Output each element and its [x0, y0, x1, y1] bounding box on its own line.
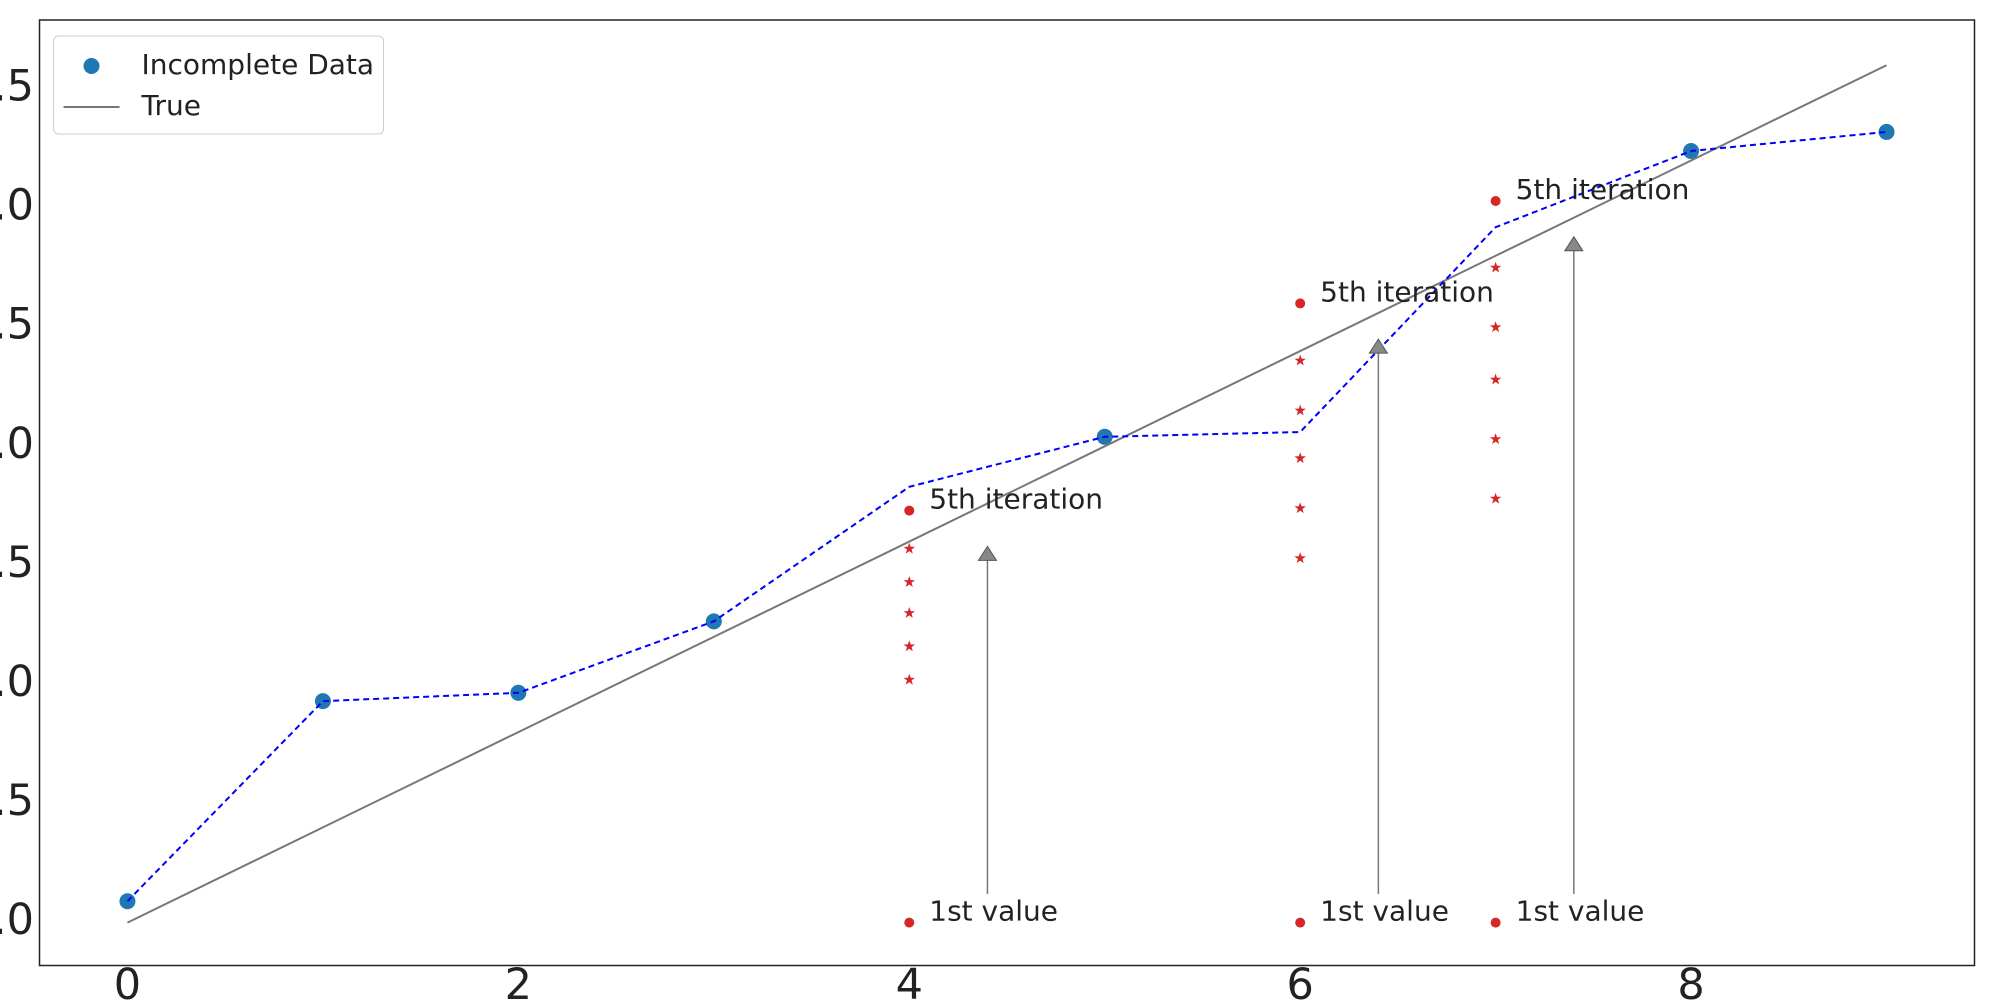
legend-label: Incomplete Data	[142, 48, 375, 81]
iteration-star	[903, 640, 915, 652]
x-tick-label: 4	[896, 960, 923, 1000]
x-tick-label: 8	[1677, 960, 1704, 1000]
series-line	[126, 130, 1887, 902]
annotation: 1st value	[1516, 895, 1645, 928]
legend-label: True	[141, 89, 201, 122]
plot-frame	[38, 19, 1976, 967]
iteration-star	[1489, 321, 1502, 333]
y-tick-label: 3.5	[0, 62, 34, 112]
annotation: 1st value	[929, 895, 1058, 928]
iteration-point	[904, 505, 915, 516]
iteration-star	[1294, 354, 1306, 366]
annotation: 1st value	[1320, 895, 1449, 928]
x-tick-label: 0	[114, 960, 141, 1000]
iteration-star	[1294, 404, 1306, 416]
iteration-star	[903, 542, 915, 554]
x-tick-label: 2	[505, 960, 532, 1000]
annotation: 5th iteration	[1516, 173, 1690, 206]
iteration-star	[1489, 373, 1502, 385]
data-point	[1878, 123, 1895, 140]
iteration-star	[1294, 452, 1306, 464]
arrow-head	[977, 545, 998, 561]
y-tick-label: 3.0	[0, 181, 34, 231]
y-tick-label: 0.0	[0, 895, 34, 945]
iteration-point	[1490, 196, 1501, 207]
iteration-point	[1295, 917, 1306, 928]
annotation: 5th iteration	[929, 483, 1103, 516]
iteration-point	[904, 917, 915, 928]
legend-box	[53, 35, 384, 135]
iteration-point	[1490, 917, 1501, 928]
x-tick-label: 6	[1287, 960, 1314, 1000]
y-tick-label: 0.5	[0, 776, 34, 826]
y-tick-label: 2.5	[0, 300, 34, 350]
data-point	[119, 893, 136, 910]
iteration-star	[1294, 552, 1306, 564]
arrow-head	[1563, 235, 1584, 252]
series-line	[127, 64, 1887, 924]
arrow-head	[1368, 338, 1389, 354]
iteration-star	[1489, 261, 1502, 273]
legend-marker	[83, 58, 100, 74]
y-tick-label: 1.0	[0, 657, 34, 707]
y-tick-label: 1.5	[0, 538, 34, 588]
iteration-star	[1489, 492, 1502, 504]
iteration-point	[1295, 298, 1306, 309]
iteration-star	[1294, 502, 1306, 514]
annotation: 5th iteration	[1320, 275, 1494, 308]
y-tick-label: 2.0	[0, 419, 34, 469]
iteration-star	[903, 607, 915, 618]
iteration-star	[1489, 433, 1502, 444]
iteration-star	[903, 673, 915, 685]
iteration-star	[903, 576, 915, 587]
